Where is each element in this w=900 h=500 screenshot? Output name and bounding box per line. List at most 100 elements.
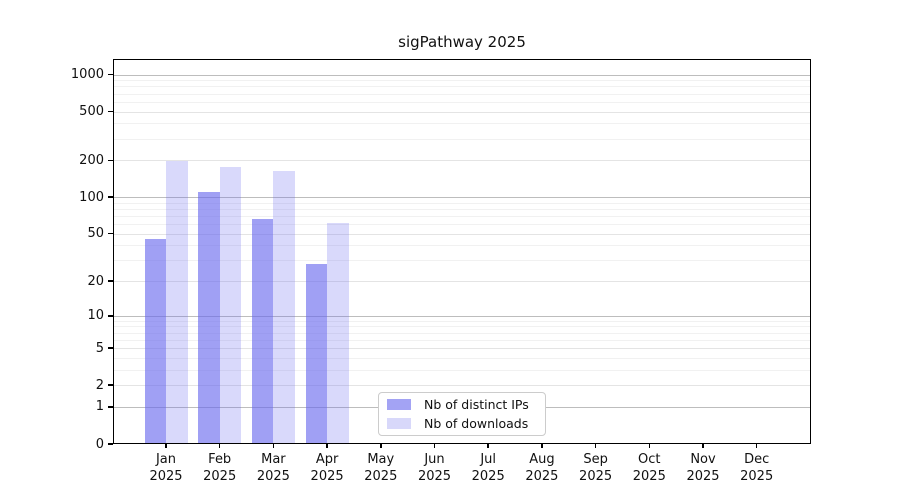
y-tick-label: 5 [95, 340, 104, 356]
y-tick-mark [108, 196, 113, 198]
y-tick-label: 2 [95, 377, 104, 393]
x-tick-month: Mar [261, 452, 286, 467]
legend-item: Nb of distinct IPs [387, 397, 545, 412]
gridline [113, 348, 811, 350]
gridline-minor [113, 123, 811, 125]
y-tick-mark [108, 406, 113, 408]
x-tick-month: Sep [583, 452, 608, 467]
x-tick-year: 2025 [417, 469, 452, 484]
gridline-minor [113, 339, 811, 341]
y-tick-label: 0 [95, 436, 104, 452]
bar-distinct-ips [144, 239, 166, 444]
bar-downloads [327, 223, 349, 444]
legend-swatch-distinct-ips [387, 399, 411, 410]
x-tick-label: Mar 2025 [241, 451, 305, 485]
x-tick-year: 2025 [525, 469, 559, 484]
x-tick-mark [541, 443, 543, 448]
gridline-minor [113, 369, 811, 371]
x-tick-year: 2025 [256, 469, 290, 484]
y-tick-mark [108, 73, 113, 76]
x-tick-mark [594, 443, 597, 448]
gridline-minor [113, 93, 811, 95]
x-tick-month: Dec [744, 452, 770, 467]
x-tick-label: Oct 2025 [617, 451, 681, 485]
x-tick-year: 2025 [203, 469, 237, 484]
x-tick-mark [380, 443, 382, 448]
y-tick-label: 500 [79, 104, 104, 120]
x-tick-label: Apr 2025 [295, 451, 359, 485]
bar-distinct-ips [251, 219, 274, 444]
x-tick-month: Jul [480, 452, 497, 467]
x-tick-year: 2025 [579, 469, 613, 484]
y-tick-label: 10 [87, 308, 104, 324]
x-tick-label: Jul 2025 [456, 451, 520, 485]
x-tick-year: 2025 [740, 469, 774, 484]
x-tick-year: 2025 [471, 469, 505, 484]
bar-downloads [273, 170, 295, 444]
gridline-minor [113, 138, 811, 140]
legend-item: Nb of downloads [387, 416, 545, 431]
x-tick-label: Dec 2025 [725, 451, 789, 485]
x-tick-mark [326, 443, 328, 448]
x-tick-month: Nov [690, 452, 716, 467]
legend-label: Nb of distinct IPs [424, 397, 529, 412]
gridline-major [113, 74, 811, 76]
gridline-major [113, 197, 811, 199]
legend-swatch-downloads [387, 418, 411, 429]
chart-title: sigPathway 2025 [398, 33, 526, 51]
y-tick-mark [108, 347, 113, 349]
x-tick-mark [272, 443, 275, 448]
bar-downloads [166, 161, 188, 444]
x-tick-mark [755, 443, 758, 448]
gridline [113, 160, 811, 162]
plot-area [113, 59, 811, 444]
gridline-minor [113, 245, 811, 247]
gridline-minor [113, 332, 811, 334]
gridline-minor [113, 326, 811, 328]
gridline-minor [113, 357, 811, 359]
y-tick-mark [108, 384, 113, 386]
bar-downloads [219, 166, 242, 444]
x-tick-month: Apr [315, 452, 339, 467]
gridline-minor [113, 216, 811, 218]
gridline [113, 385, 811, 387]
x-tick-mark [218, 443, 221, 448]
legend: Nb of distinct IPs Nb of downloads [378, 392, 546, 436]
gridline-major [113, 315, 811, 317]
gridline [113, 281, 811, 283]
x-tick-label: Nov 2025 [671, 451, 735, 485]
gridline-minor [113, 101, 811, 103]
gridline [113, 233, 811, 235]
x-tick-month: Jan [155, 452, 177, 467]
y-tick-label: 20 [87, 273, 104, 289]
bar-distinct-ips [198, 191, 220, 444]
x-tick-mark [648, 443, 651, 448]
x-tick-label: May 2025 [349, 451, 413, 485]
x-tick-label: Jun 2025 [403, 451, 467, 485]
y-tick-mark [108, 159, 113, 162]
x-tick-year: 2025 [364, 469, 398, 484]
x-tick-label: Feb 2025 [188, 451, 252, 485]
y-tick-label: 1 [95, 399, 104, 415]
legend-label: Nb of downloads [424, 416, 529, 431]
x-tick-year: 2025 [686, 469, 720, 484]
y-tick-mark [108, 315, 113, 317]
gridline [113, 111, 811, 113]
y-tick-label: 100 [79, 189, 104, 205]
x-tick-month: Jun [424, 452, 445, 467]
y-tick-mark [108, 443, 113, 445]
x-tick-mark [487, 443, 489, 448]
y-tick-mark [108, 280, 113, 282]
y-tick-label: 1000 [70, 67, 104, 82]
x-tick-month: Aug [529, 452, 555, 467]
x-tick-year: 2025 [632, 469, 666, 484]
x-tick-mark [433, 443, 436, 448]
y-tick-label: 200 [79, 152, 104, 168]
x-tick-year: 2025 [310, 469, 344, 484]
x-tick-mark [165, 443, 167, 448]
x-tick-label: Jan 2025 [134, 451, 198, 485]
gridline-minor [113, 224, 811, 226]
gridline-minor [113, 208, 811, 210]
x-tick-mark [702, 443, 704, 448]
